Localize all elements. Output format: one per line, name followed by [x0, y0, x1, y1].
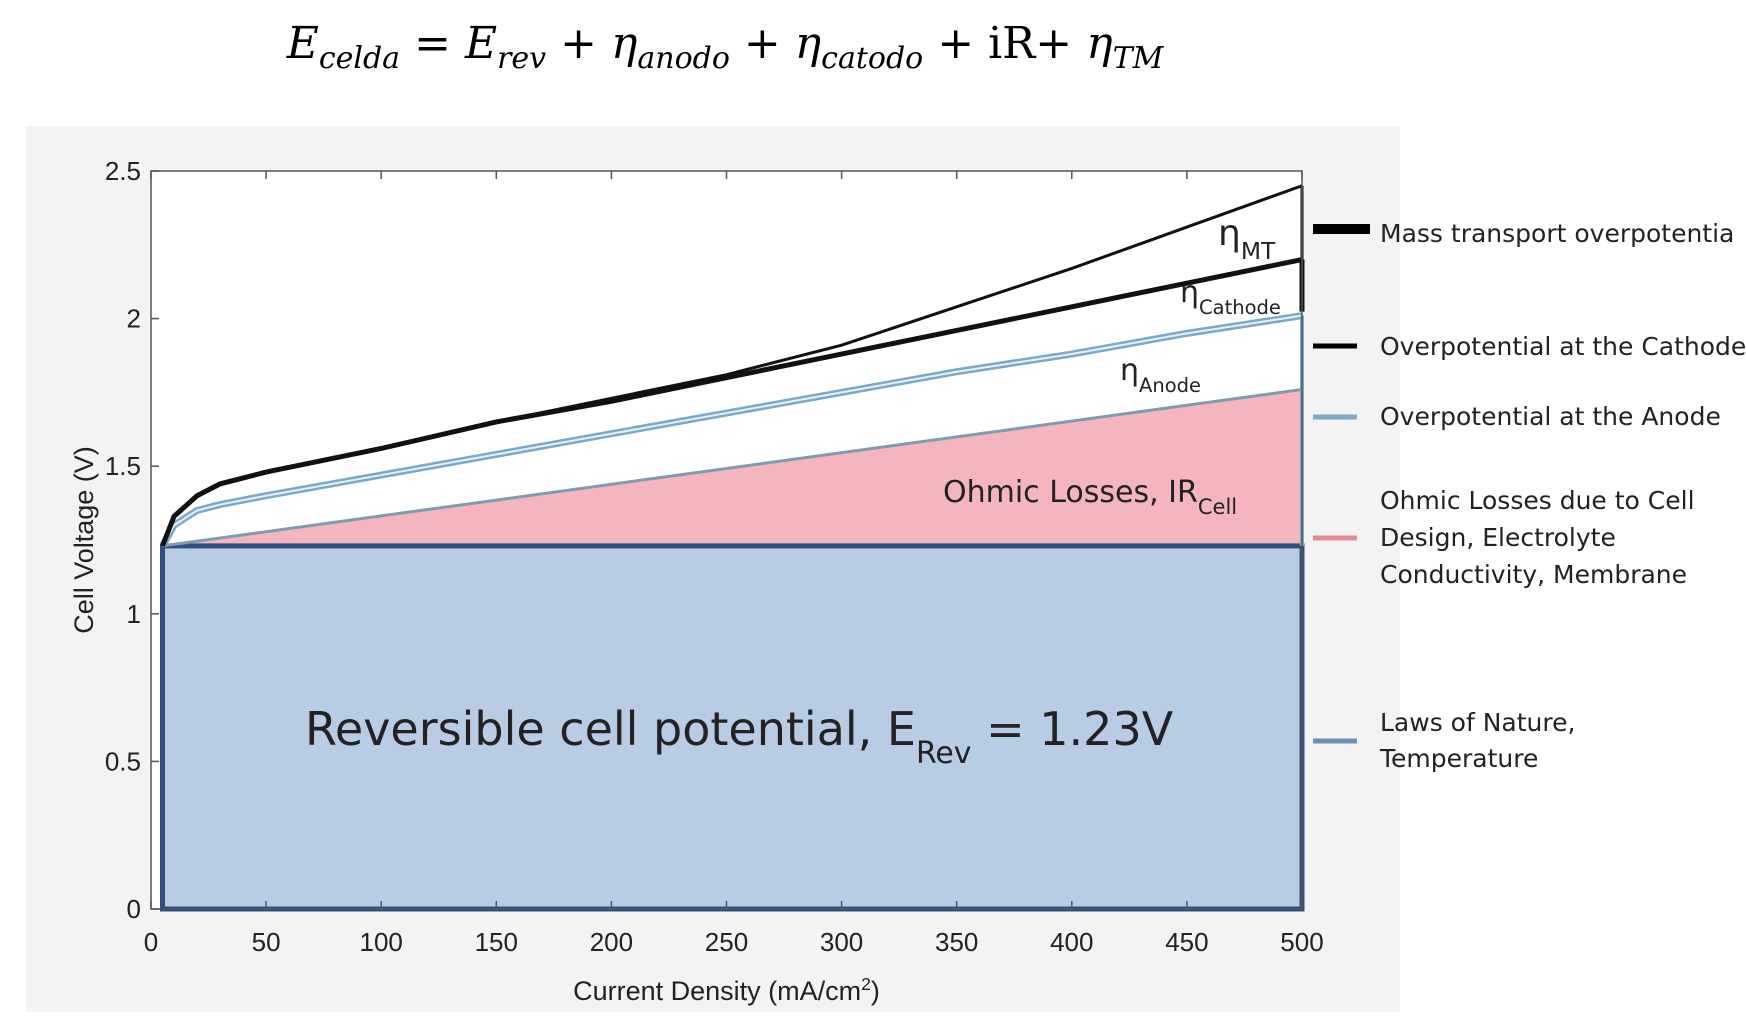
- x-tick-label-450: 450: [1165, 927, 1208, 957]
- formula-term-rev: E: [464, 18, 498, 69]
- anode-region-label: ηAnode: [1120, 353, 1201, 397]
- legend-label-reversible-line-2: Temperature: [1379, 744, 1538, 773]
- legend-label-ohmic-line-3: Conductivity, Membrane: [1380, 560, 1687, 589]
- mt-region-label: ηMT: [1218, 213, 1276, 265]
- reversible-potential-area: [160, 543, 1305, 912]
- y-tick-label-2.5: 2.5: [105, 156, 141, 186]
- formula-term-catodo-sub: catodo: [821, 41, 924, 76]
- legend-label-anode: Overpotential at the Anode: [1380, 402, 1721, 431]
- x-tick-label-300: 300: [820, 927, 863, 957]
- mass-transport-line: [161, 184, 1303, 547]
- x-tick-label-400: 400: [1050, 927, 1093, 957]
- x-tick-label-250: 250: [705, 927, 748, 957]
- legend-label-ohmic-line-2: Design, Electrolyte: [1380, 523, 1616, 552]
- formula-term-tm: η: [1086, 18, 1113, 69]
- legend-label-mass-transport: Mass transport overpotentia: [1380, 219, 1734, 248]
- formula-term-rev-sub: rev: [497, 41, 547, 76]
- cathode-region-label: ηCathode: [1180, 275, 1281, 319]
- y-tick-label-1: 1: [127, 599, 141, 629]
- formula-plus-1: +: [560, 18, 597, 69]
- x-tick-label-100: 100: [360, 927, 403, 957]
- y-tick-label-2: 2: [127, 304, 141, 334]
- ohmic-region-label: Ohmic Losses, IRCell: [943, 475, 1237, 519]
- formula-header: Ecelda = Erev + ηanodo + ηcatodo + iR+ η…: [0, 18, 1450, 76]
- ohmic-losses-line: [162, 387, 1303, 548]
- reversible-region-label: Reversible cell potential, ERev = 1.23V: [305, 702, 1174, 771]
- y-tick-label-1.5: 1.5: [105, 451, 141, 481]
- anode-overpotential-line-core: [161, 314, 1303, 547]
- formula-equals: =: [414, 18, 451, 69]
- x-tick-label-350: 350: [935, 927, 978, 957]
- legend-label-reversible-line-1: Laws of Nature,: [1380, 708, 1575, 737]
- formula-lhs: E: [286, 18, 319, 69]
- formula-plus-3: +: [937, 18, 975, 69]
- formula-plus-2: +: [743, 18, 781, 69]
- formula-term-ir: iR+: [988, 18, 1073, 69]
- x-tick-label-150: 150: [475, 927, 518, 957]
- x-axis-label: Current Density (mA/cm2): [573, 974, 880, 1006]
- legend-label-ohmic-line-1: Ohmic Losses due to Cell: [1380, 486, 1695, 515]
- formula-term-anodo: η: [610, 18, 638, 69]
- formula-term-tm-sub: TM: [1112, 41, 1164, 76]
- y-axis-label: Cell Voltage (V): [69, 446, 99, 634]
- x-tick-label-0: 0: [144, 927, 158, 957]
- formula-term-anodo-sub: anodo: [637, 41, 730, 76]
- legend-label-cathode: Overpotential at the Cathode: [1380, 332, 1746, 361]
- y-tick-label-0.5: 0.5: [105, 746, 141, 776]
- formula-lhs-sub: celda: [318, 41, 401, 76]
- x-tick-label-200: 200: [590, 927, 633, 957]
- formula-term-catodo: η: [794, 18, 822, 69]
- y-tick-label-0: 0: [127, 894, 141, 924]
- x-tick-label-500: 500: [1280, 927, 1323, 957]
- x-tick-label-50: 50: [252, 927, 281, 957]
